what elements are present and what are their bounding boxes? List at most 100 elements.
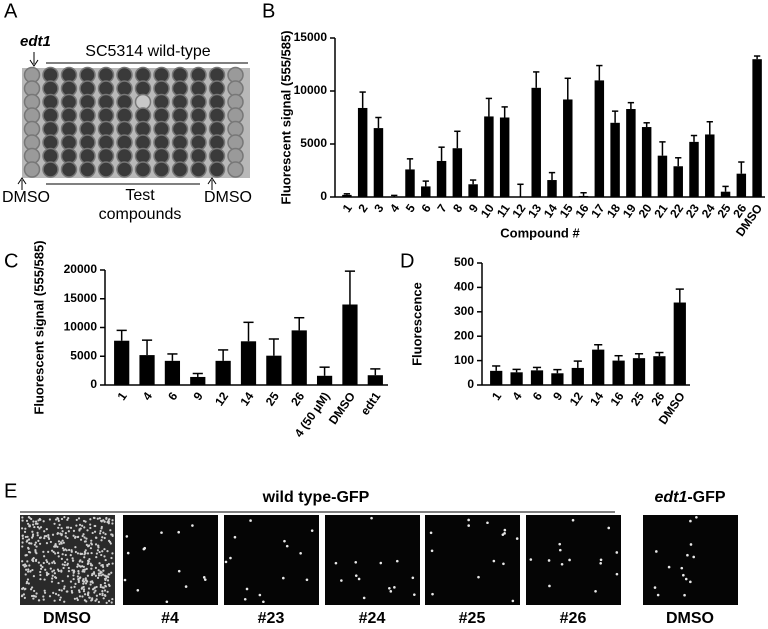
cell xyxy=(89,518,92,521)
cell xyxy=(57,594,60,597)
cell xyxy=(91,588,95,591)
cell xyxy=(54,544,57,547)
cell xyxy=(33,543,36,546)
cell xyxy=(47,572,50,576)
plate-title: SC5314 wild-type xyxy=(85,43,211,60)
x-tick-label: 4 xyxy=(509,389,524,403)
x-tick-label: 16 xyxy=(608,389,627,408)
y-axis-label: Fluorescent signal (555/585) xyxy=(278,30,293,204)
bar xyxy=(551,373,564,385)
well xyxy=(97,161,115,178)
cell xyxy=(100,574,103,577)
cell xyxy=(515,537,519,540)
cell xyxy=(467,518,470,522)
cell xyxy=(98,517,101,520)
cell xyxy=(78,595,82,598)
cell xyxy=(429,531,433,535)
bar xyxy=(357,107,368,197)
y-tick-label: 500 xyxy=(454,255,474,269)
cell xyxy=(310,529,314,532)
panel-label: B xyxy=(262,0,275,22)
cell xyxy=(73,536,77,539)
panel-label: E xyxy=(4,480,17,502)
cell xyxy=(76,563,79,566)
cell xyxy=(91,572,94,575)
cell xyxy=(36,525,40,529)
cell xyxy=(43,578,46,581)
cell xyxy=(86,552,90,555)
cell xyxy=(35,545,38,548)
cell xyxy=(686,553,689,557)
cell xyxy=(177,569,181,573)
cell xyxy=(34,595,37,598)
cell xyxy=(177,530,180,534)
cell xyxy=(21,537,25,540)
cell xyxy=(85,543,88,546)
cell xyxy=(104,578,107,582)
cell xyxy=(26,560,29,563)
cell xyxy=(53,599,56,602)
cell xyxy=(76,552,80,555)
cell xyxy=(52,569,56,572)
cell xyxy=(32,575,35,578)
cell xyxy=(245,587,249,591)
cell xyxy=(492,559,496,563)
cell xyxy=(27,538,31,541)
image-label: #26 xyxy=(560,610,587,627)
cell xyxy=(34,541,37,544)
cell xyxy=(75,524,78,527)
cell xyxy=(34,522,38,525)
cell xyxy=(111,519,114,522)
bar xyxy=(632,358,646,385)
cell xyxy=(101,536,104,539)
cell xyxy=(28,564,31,567)
cell xyxy=(60,569,63,572)
cell xyxy=(560,562,564,566)
cell xyxy=(103,520,106,523)
panel-label: A xyxy=(4,0,18,22)
cell xyxy=(28,551,32,554)
cell xyxy=(60,527,63,530)
cell xyxy=(56,568,60,571)
cell xyxy=(31,568,34,572)
cell xyxy=(25,580,29,583)
bar xyxy=(436,160,447,197)
cell xyxy=(72,570,76,573)
cell xyxy=(60,534,63,537)
cell xyxy=(89,547,93,550)
x-tick-label: 3 xyxy=(371,201,386,215)
cell xyxy=(110,571,113,574)
cell xyxy=(615,572,619,576)
cell xyxy=(94,536,98,539)
cell xyxy=(78,564,81,567)
cell xyxy=(24,587,27,590)
cell xyxy=(98,532,102,535)
cell xyxy=(285,544,289,548)
cell xyxy=(99,572,102,575)
cell xyxy=(31,534,34,538)
cell xyxy=(82,588,86,591)
cell xyxy=(42,550,45,553)
cell xyxy=(51,533,55,536)
x-tick-label: 9 xyxy=(191,389,206,403)
cell xyxy=(101,589,104,593)
cell xyxy=(503,532,506,535)
cell xyxy=(95,585,98,589)
cell xyxy=(89,523,92,526)
cell xyxy=(65,590,68,593)
mutant-suffix: -GFP xyxy=(687,489,726,506)
cell xyxy=(72,574,75,577)
cell xyxy=(95,594,98,597)
x-tick-label: 4 xyxy=(140,389,155,403)
cell xyxy=(77,589,81,592)
cell xyxy=(65,526,69,529)
cell xyxy=(571,518,575,522)
cell xyxy=(25,568,28,571)
cell xyxy=(47,534,50,537)
bar xyxy=(736,173,747,197)
cell xyxy=(35,558,38,561)
bar xyxy=(405,169,415,197)
cell xyxy=(61,530,64,533)
cell xyxy=(106,579,110,582)
